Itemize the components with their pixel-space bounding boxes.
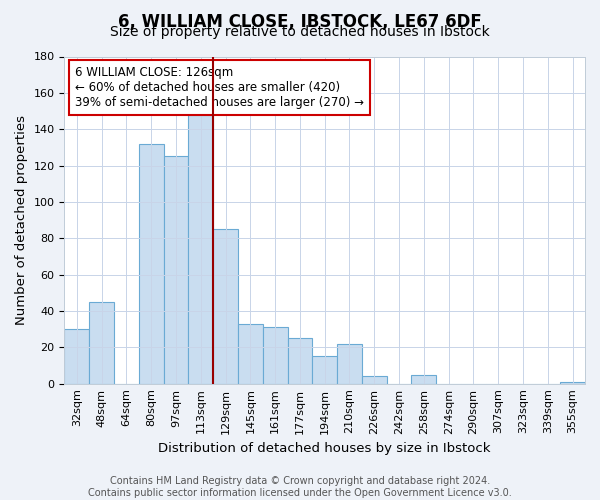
Y-axis label: Number of detached properties: Number of detached properties (15, 115, 28, 325)
Text: Contains HM Land Registry data © Crown copyright and database right 2024.
Contai: Contains HM Land Registry data © Crown c… (88, 476, 512, 498)
Bar (89, 302, 114, 384)
Bar (313, 356, 337, 384)
Bar (164, 156, 188, 384)
Bar (287, 338, 313, 384)
Bar (263, 328, 287, 384)
Bar (337, 344, 362, 384)
Bar (362, 376, 386, 384)
Bar (64, 329, 89, 384)
Bar (139, 144, 164, 384)
Text: Size of property relative to detached houses in Ibstock: Size of property relative to detached ho… (110, 25, 490, 39)
X-axis label: Distribution of detached houses by size in Ibstock: Distribution of detached houses by size … (158, 442, 491, 455)
Bar (238, 324, 263, 384)
Bar (560, 382, 585, 384)
Bar (213, 229, 238, 384)
Text: 6 WILLIAM CLOSE: 126sqm
← 60% of detached houses are smaller (420)
39% of semi-d: 6 WILLIAM CLOSE: 126sqm ← 60% of detache… (75, 66, 364, 110)
Bar (188, 114, 213, 384)
Text: 6, WILLIAM CLOSE, IBSTOCK, LE67 6DF: 6, WILLIAM CLOSE, IBSTOCK, LE67 6DF (118, 12, 482, 30)
Bar (412, 374, 436, 384)
